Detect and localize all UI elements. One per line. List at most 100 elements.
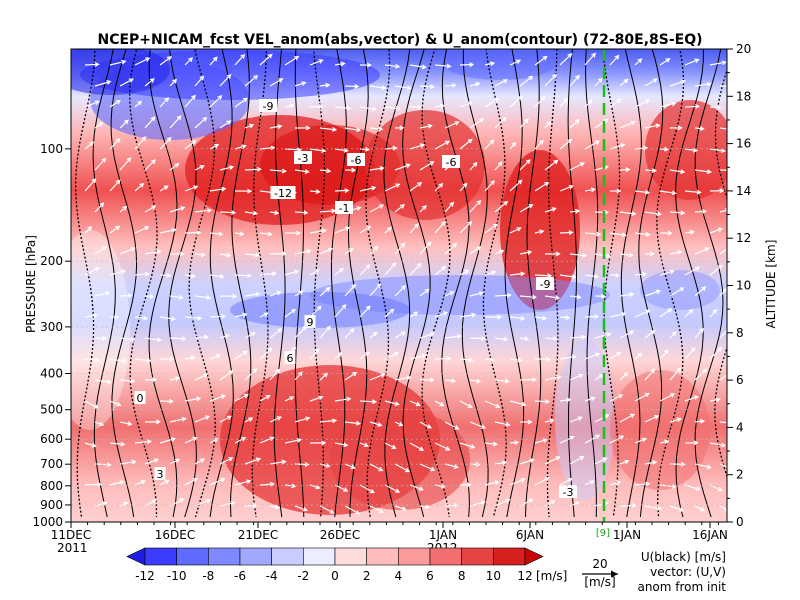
wind-vector (284, 104, 294, 108)
wind-vector-head (181, 416, 187, 422)
wind-vector-head (202, 373, 209, 379)
wind-vector (269, 291, 281, 297)
wind-vector-head (315, 189, 321, 194)
wind-vector (234, 350, 248, 360)
wind-vector-head (480, 500, 487, 506)
altitude-tick-label: 8 (736, 326, 744, 340)
wind-vector (384, 183, 400, 192)
wind-vector (459, 269, 469, 276)
wind-vector (719, 374, 727, 381)
wind-vector-head (115, 225, 121, 231)
wind-vector (344, 328, 355, 339)
wind-vector-head (224, 334, 230, 339)
wind-vector (644, 211, 661, 215)
wind-vector-head (664, 349, 669, 355)
altitude-tick-label: 14 (736, 184, 751, 198)
wind-vector (684, 395, 698, 402)
wind-vector-head (690, 346, 696, 352)
wind-vector (509, 227, 521, 234)
wind-vector-head (331, 418, 338, 424)
wind-vector-head (574, 501, 580, 506)
wind-vector-head (242, 312, 248, 318)
wind-vector (334, 106, 351, 109)
wind-vector (594, 211, 608, 214)
wind-vector (84, 358, 99, 361)
wind-vector-head (94, 357, 101, 363)
contour-line (421, 49, 451, 518)
wind-vector-head (166, 56, 173, 61)
wind-vector-head (689, 229, 695, 235)
contour-line (525, 49, 542, 518)
wind-vector (109, 179, 121, 192)
wind-vector-head (451, 378, 457, 384)
wind-vector-head (282, 251, 288, 257)
wind-vector-head (505, 498, 511, 504)
pressure-tick-label: 1000 (32, 515, 63, 529)
wind-vector-head (399, 125, 405, 131)
wind-vector (169, 79, 177, 87)
wind-vector-head (289, 103, 295, 109)
wind-vector-head (220, 313, 227, 319)
altitude-tick-label: 18 (736, 89, 751, 103)
wind-vector (509, 59, 521, 66)
wind-vector (244, 417, 253, 423)
colorbar-swatch (239, 547, 272, 566)
wind-vector-head (699, 126, 705, 131)
wind-vector (169, 337, 186, 340)
wind-vector-head (145, 57, 151, 62)
wind-vector (459, 442, 475, 449)
wind-vector (559, 478, 572, 486)
contour-label-bg (559, 485, 577, 498)
wind-vector (144, 205, 156, 213)
wind-vector (109, 100, 121, 108)
contour-line (675, 49, 704, 518)
wind-vector-head (531, 294, 538, 300)
reference-vector: 20 [m/s] (582, 557, 618, 589)
wind-vector-head (476, 200, 482, 205)
wind-vector (559, 231, 573, 234)
wind-vector-head (298, 290, 304, 296)
wind-vector (309, 59, 323, 66)
wind-vector-head (416, 262, 422, 268)
wind-vector-head (501, 460, 508, 466)
wind-vector-head (631, 503, 637, 508)
wind-vector-head (243, 393, 249, 399)
wind-vector (684, 231, 694, 234)
wind-vector (594, 253, 611, 257)
wind-vector (134, 57, 150, 66)
wind-vector-head (724, 506, 727, 512)
wind-vector-head (517, 95, 523, 101)
wind-vector-head (680, 79, 687, 85)
wind-vector-head (529, 458, 535, 463)
wind-vector-head (181, 336, 187, 342)
wind-vector-head (164, 96, 170, 102)
wind-vector-head (170, 437, 176, 442)
wind-vector-head (550, 500, 556, 505)
wind-vector (134, 316, 148, 320)
wind-vector (669, 211, 685, 214)
wind-vector (194, 373, 208, 381)
wind-vector-head (263, 312, 269, 317)
wind-vector (259, 312, 268, 318)
wind-vector (119, 294, 132, 297)
wind-vector-head (199, 165, 205, 170)
wind-vector (659, 308, 672, 318)
wind-vector-head (391, 444, 397, 450)
wind-vector (169, 115, 182, 129)
wind-vector-head (553, 159, 559, 165)
wind-vector (609, 98, 622, 108)
wind-vector-head (489, 139, 495, 145)
wind-vector (494, 461, 506, 465)
wind-vector-head (171, 227, 177, 233)
wind-vector-head (546, 121, 552, 126)
wind-vector (594, 166, 608, 171)
wind-vector (434, 357, 451, 360)
wind-vector-head (204, 415, 211, 420)
wind-vector-head (555, 251, 561, 257)
wind-vector-head (694, 58, 700, 63)
wind-vector (319, 419, 336, 423)
wind-vector-head (449, 291, 455, 296)
wind-vector-head (365, 264, 371, 269)
wind-vector-head (318, 104, 324, 110)
